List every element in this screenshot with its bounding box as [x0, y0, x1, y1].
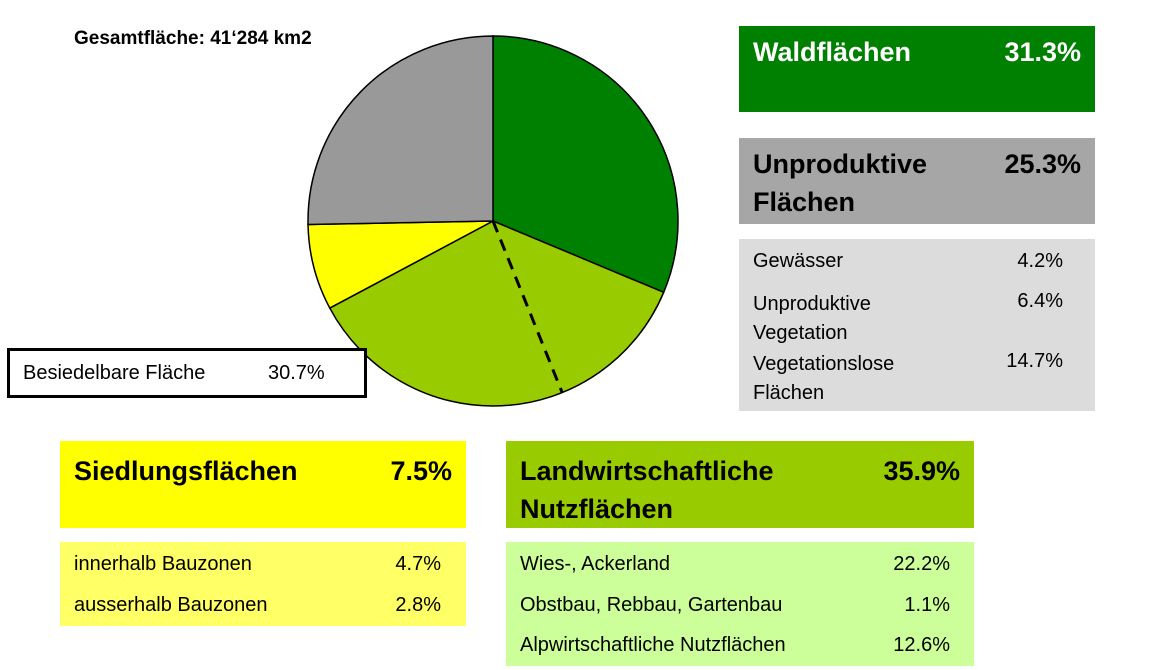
detail-label-wies-ackerland: Wies-, Ackerland — [520, 553, 671, 575]
siedlung-header: Siedlungsflächen 7.5% — [60, 441, 466, 528]
detail-value-alpwirtschaft: 12.6% — [893, 634, 950, 656]
wald-label: Waldflächen — [753, 37, 912, 67]
detail-label-ausserhalb: ausserhalb Bauzonen — [74, 594, 268, 616]
landwirtschaft-label-line2: Nutzflächen — [520, 494, 674, 524]
besiedelbar-label: Besiedelbare Fläche — [23, 362, 206, 384]
detail-label-obstbau: Obstbau, Rebbau, Gartenbau — [520, 594, 783, 616]
landwirtschaft-header: Landwirtschaftliche Nutzflächen 35.9% — [506, 441, 974, 528]
detail-label-line2: Flächen — [753, 382, 825, 404]
unproduktiv-label: Unproduktive Flächen — [753, 145, 927, 221]
besiedelbar-box: Besiedelbare Fläche 30.7% — [7, 348, 367, 398]
detail-value-vegetationslose-flaechen: 14.7% — [1006, 350, 1063, 372]
siedlung-value: 7.5% — [390, 456, 452, 486]
unproduktiv-details: Gewässer 4.2% Unproduktive Vegetation 6.… — [739, 239, 1095, 411]
pie-slice-3 — [307, 35, 494, 226]
unproduktiv-label-line2: Flächen — [753, 187, 856, 217]
landwirtschaft-label-line1: Landwirtschaftliche — [520, 456, 774, 486]
detail-value-innerhalb: 4.7% — [395, 553, 441, 575]
unproduktiv-header: Unproduktive Flächen 25.3% — [739, 138, 1095, 224]
detail-label-line2: Vegetation — [753, 322, 848, 344]
detail-value-gewaesser: 4.2% — [1017, 250, 1063, 272]
detail-value-unproduktive-vegetation: 6.4% — [1017, 290, 1063, 312]
wald-value: 31.3% — [1004, 37, 1081, 67]
unproduktiv-value: 25.3% — [1004, 149, 1081, 179]
detail-label-innerhalb: innerhalb Bauzonen — [74, 553, 252, 575]
detail-value-obstbau: 1.1% — [904, 594, 950, 616]
landwirtschaft-label: Landwirtschaftliche Nutzflächen — [520, 452, 774, 528]
detail-label-alpwirtschaft: Alpwirtschaftliche Nutzflächen — [520, 634, 786, 656]
pie-dashed-divider — [491, 220, 564, 394]
detail-value-ausserhalb: 2.8% — [395, 594, 441, 616]
detail-value-wies-ackerland: 22.2% — [893, 553, 950, 575]
wald-header: Waldflächen 31.3% — [739, 26, 1095, 112]
detail-label-line1: Unproduktive — [753, 293, 871, 315]
pie-slice-0 — [492, 35, 679, 294]
besiedelbar-value: 30.7% — [268, 362, 325, 384]
total-area-label: Gesamtfläche: 41‘284 km2 — [74, 28, 312, 49]
siedlung-label: Siedlungsflächen — [74, 456, 298, 486]
siedlung-details: innerhalb Bauzonen 4.7% ausserhalb Bauzo… — [60, 542, 466, 626]
landwirtschaft-value: 35.9% — [883, 456, 960, 486]
detail-label-vegetationslose-flaechen: Vegetationslose Flächen — [753, 350, 894, 408]
detail-label-gewaesser: Gewässer — [753, 250, 844, 272]
detail-label-line1: Vegetationslose — [753, 353, 895, 375]
unproduktiv-label-line1: Unproduktive — [753, 149, 928, 179]
detail-label-unproduktive-vegetation: Unproduktive Vegetation — [753, 290, 871, 348]
landwirtschaft-details: Wies-, Ackerland 22.2% Obstbau, Rebbau, … — [506, 542, 974, 666]
